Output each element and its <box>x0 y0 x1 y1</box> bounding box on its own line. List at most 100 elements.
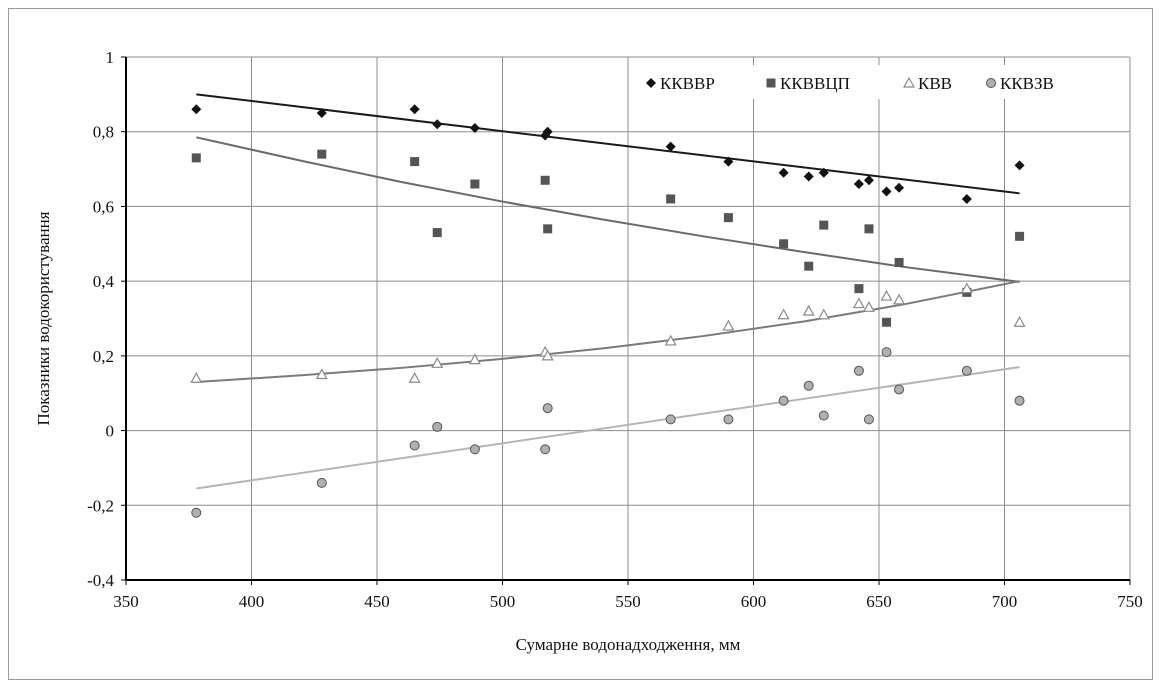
x-tick-label: 600 <box>741 592 767 611</box>
data-point-series-4 <box>191 507 202 518</box>
data-point-series-1 <box>853 179 864 190</box>
data-point-series-1 <box>803 171 814 182</box>
axes <box>121 56 1131 585</box>
legend: ККВВР ККВВЦП КВВ ККВЗВ <box>639 65 1101 99</box>
legend-marker-4 <box>986 78 996 88</box>
data-point-series-4 <box>894 384 905 395</box>
data-point-series-3 <box>190 372 203 383</box>
data-point-series-2 <box>317 149 327 159</box>
data-point-series-2 <box>666 194 676 204</box>
data-point-series-2 <box>191 153 201 163</box>
data-points <box>190 104 1026 518</box>
data-point-series-1 <box>723 156 734 167</box>
legend-label: КВВ <box>918 74 952 93</box>
data-point-series-3 <box>468 353 481 365</box>
x-tick-label: 400 <box>239 592 265 611</box>
x-tick-label: 750 <box>1117 592 1143 611</box>
data-point-series-3 <box>960 282 973 294</box>
data-point-series-1 <box>191 104 202 115</box>
data-point-series-1 <box>469 122 480 133</box>
trend-line-4 <box>196 366 1020 490</box>
data-point-series-3 <box>541 349 554 361</box>
data-point-series-3 <box>722 319 735 331</box>
trend-line-2 <box>196 136 1020 283</box>
data-point-series-2 <box>543 224 553 234</box>
x-axis-title: Сумарне водонадходження, мм <box>516 635 741 654</box>
legend-label: ККВЗВ <box>1000 74 1054 93</box>
y-tick-label: 0,2 <box>93 347 114 366</box>
data-point-series-2 <box>819 220 829 230</box>
data-point-series-4 <box>881 347 892 358</box>
x-tick-label: 700 <box>992 592 1018 611</box>
data-point-series-2 <box>432 228 442 238</box>
data-point-series-4 <box>853 365 864 376</box>
data-point-series-2 <box>894 257 904 267</box>
data-point-series-3 <box>664 334 677 346</box>
data-point-series-4 <box>818 410 829 421</box>
data-point-series-4 <box>469 444 480 455</box>
data-point-series-1 <box>881 186 892 197</box>
data-point-series-2 <box>1015 231 1025 241</box>
y-tick-label: 0,6 <box>93 197 114 216</box>
trend-line-1 <box>196 93 1020 195</box>
data-point-series-4 <box>542 403 553 414</box>
x-tick-label: 450 <box>364 592 390 611</box>
data-point-series-2 <box>864 224 874 234</box>
y-tick-label: 0 <box>106 422 115 441</box>
y-axis-title: Показники водокористування <box>34 211 53 425</box>
data-point-series-4 <box>863 414 874 425</box>
data-point-series-4 <box>316 477 327 488</box>
data-point-series-2 <box>470 179 480 189</box>
data-point-series-3 <box>893 293 906 305</box>
data-point-series-1 <box>665 141 676 152</box>
data-point-series-2 <box>779 239 789 249</box>
x-tick-label: 550 <box>615 592 641 611</box>
data-point-series-2 <box>854 284 864 294</box>
y-tick-label: 0,4 <box>93 272 115 291</box>
data-point-series-2 <box>410 157 420 167</box>
data-point-series-2 <box>540 175 550 185</box>
data-point-series-3 <box>880 289 893 301</box>
data-point-series-1 <box>778 167 789 178</box>
trend-line-3 <box>196 280 1020 384</box>
legend-label: ККВВЦП <box>780 74 850 93</box>
y-tick-label: -0,2 <box>87 496 114 515</box>
data-point-series-1 <box>1014 160 1025 171</box>
tick-labels: -0,4 -0,2 0 0,2 0,4 0,6 0,8 1 350 400 450 500 550 600… <box>87 48 1143 611</box>
data-point-series-1 <box>818 167 829 178</box>
y-tick-label: -0,4 <box>87 571 114 590</box>
grid <box>126 56 1131 580</box>
chart-frame: -0,4 -0,2 0 0,2 0,4 0,6 0,8 1 350 400 450 500 550 600… <box>8 8 1153 680</box>
data-point-series-3 <box>777 308 790 320</box>
data-point-series-3 <box>1013 316 1026 327</box>
data-point-series-3 <box>431 357 444 368</box>
data-point-series-1 <box>409 104 420 115</box>
data-point-series-3 <box>817 308 830 320</box>
data-point-series-3 <box>852 297 865 309</box>
chart: -0,4 -0,2 0 0,2 0,4 0,6 0,8 1 350 400 450 500 550 600… <box>34 48 1143 654</box>
data-point-series-4 <box>409 440 420 451</box>
y-tick-label: 0,8 <box>93 123 114 142</box>
y-tick-label: 1 <box>106 48 115 67</box>
data-point-series-1 <box>863 175 874 186</box>
data-point-series-2 <box>723 213 733 223</box>
data-point-series-4 <box>803 380 814 391</box>
data-point-series-4 <box>1014 395 1025 406</box>
data-point-series-4 <box>665 414 676 425</box>
data-point-series-1 <box>961 193 972 204</box>
x-tick-label: 500 <box>490 592 516 611</box>
data-point-series-2 <box>882 317 892 327</box>
data-point-series-1 <box>432 119 443 130</box>
x-tick-label: 650 <box>866 592 892 611</box>
data-point-series-1 <box>894 182 905 193</box>
legend-label: ККВВР <box>660 74 715 93</box>
data-point-series-4 <box>432 421 443 432</box>
data-point-series-2 <box>804 261 814 271</box>
data-point-series-4 <box>723 414 734 425</box>
legend-marker-3 <box>902 76 916 88</box>
legend-box <box>639 65 1101 99</box>
data-point-series-4 <box>961 365 972 376</box>
data-point-series-3 <box>408 372 421 383</box>
x-tick-label: 350 <box>113 592 139 611</box>
data-point-series-4 <box>778 395 789 406</box>
